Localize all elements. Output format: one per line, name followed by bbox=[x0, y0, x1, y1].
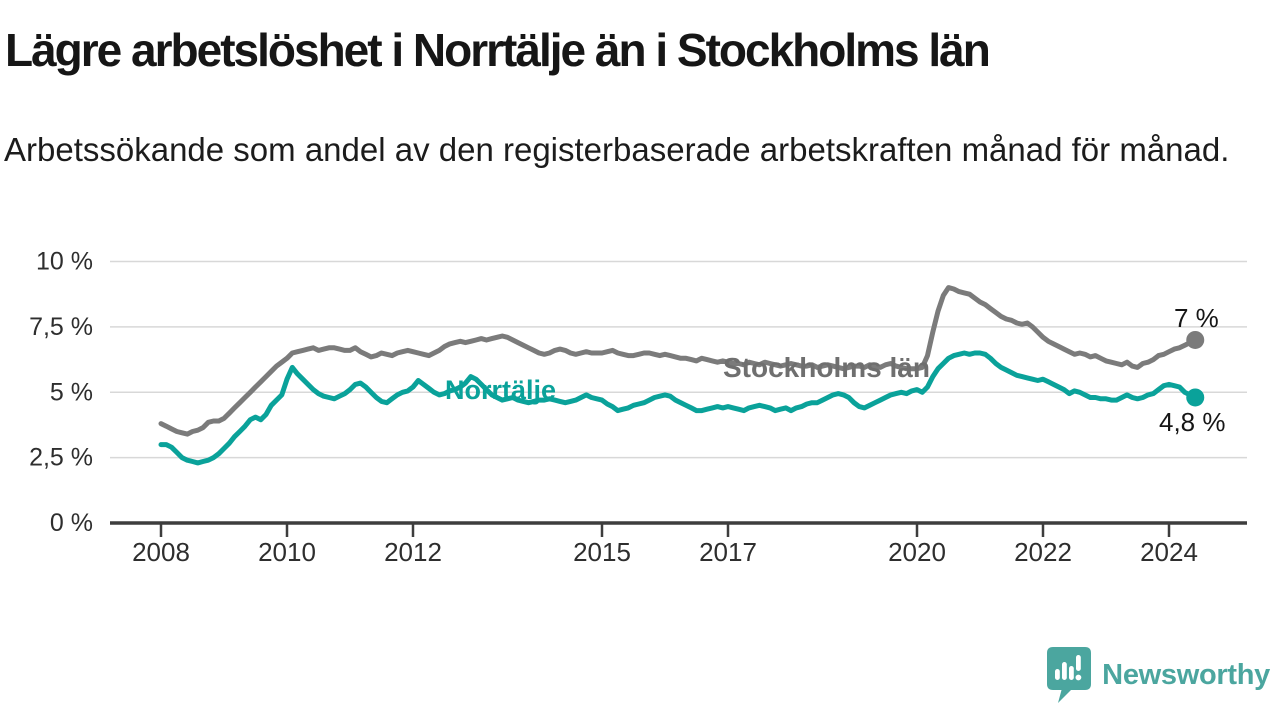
y-axis-label: 7,5 % bbox=[29, 313, 93, 341]
x-axis-label: 2024 bbox=[1140, 537, 1198, 567]
series-end-dot-stockholms-l-n bbox=[1186, 330, 1205, 349]
series-end-dot-norrt-lje bbox=[1186, 388, 1205, 407]
series-line-stockholms-l-n bbox=[158, 285, 1198, 437]
y-axis-label: 0 % bbox=[50, 509, 93, 537]
x-axis-label: 2012 bbox=[384, 537, 442, 567]
x-axis-label: 2017 bbox=[699, 537, 757, 567]
newsworthy-logo-icon bbox=[1047, 647, 1092, 703]
series-label-norrt-lje: Norrtälje bbox=[445, 375, 556, 405]
x-axis-label: 2015 bbox=[573, 537, 631, 567]
y-axis-label: 5 % bbox=[50, 378, 93, 406]
y-axis-label: 2,5 % bbox=[29, 444, 93, 472]
series-label-stockholms-l-n: Stockholms län bbox=[723, 352, 930, 383]
newsworthy-logo-text: Newsworthy bbox=[1102, 658, 1270, 691]
end-value-label-stockholms-l-n: 7 % bbox=[1174, 303, 1219, 333]
chart-subtitle: Arbetssökande som andel av den registerb… bbox=[4, 131, 1230, 168]
series-line-norrt-lje bbox=[158, 350, 1198, 466]
x-axis-label: 2008 bbox=[132, 537, 190, 567]
x-axis-label: 2010 bbox=[258, 537, 316, 567]
end-value-label-norrt-lje: 4,8 % bbox=[1159, 407, 1226, 437]
chart-title: Lägre arbetslöshet i Norrtälje än i Stoc… bbox=[5, 24, 991, 76]
x-axis-label: 2020 bbox=[888, 537, 946, 567]
y-axis-label: 10 % bbox=[36, 248, 93, 276]
newsworthy-branding: Newsworthy bbox=[1046, 646, 1270, 704]
x-axis-label: 2022 bbox=[1014, 537, 1072, 567]
unemployment-line-chart: 0 % 2,5 % 5 % 7,5 % 10 % 2008 2010 2012 2015 2017… bbox=[29, 248, 1247, 567]
